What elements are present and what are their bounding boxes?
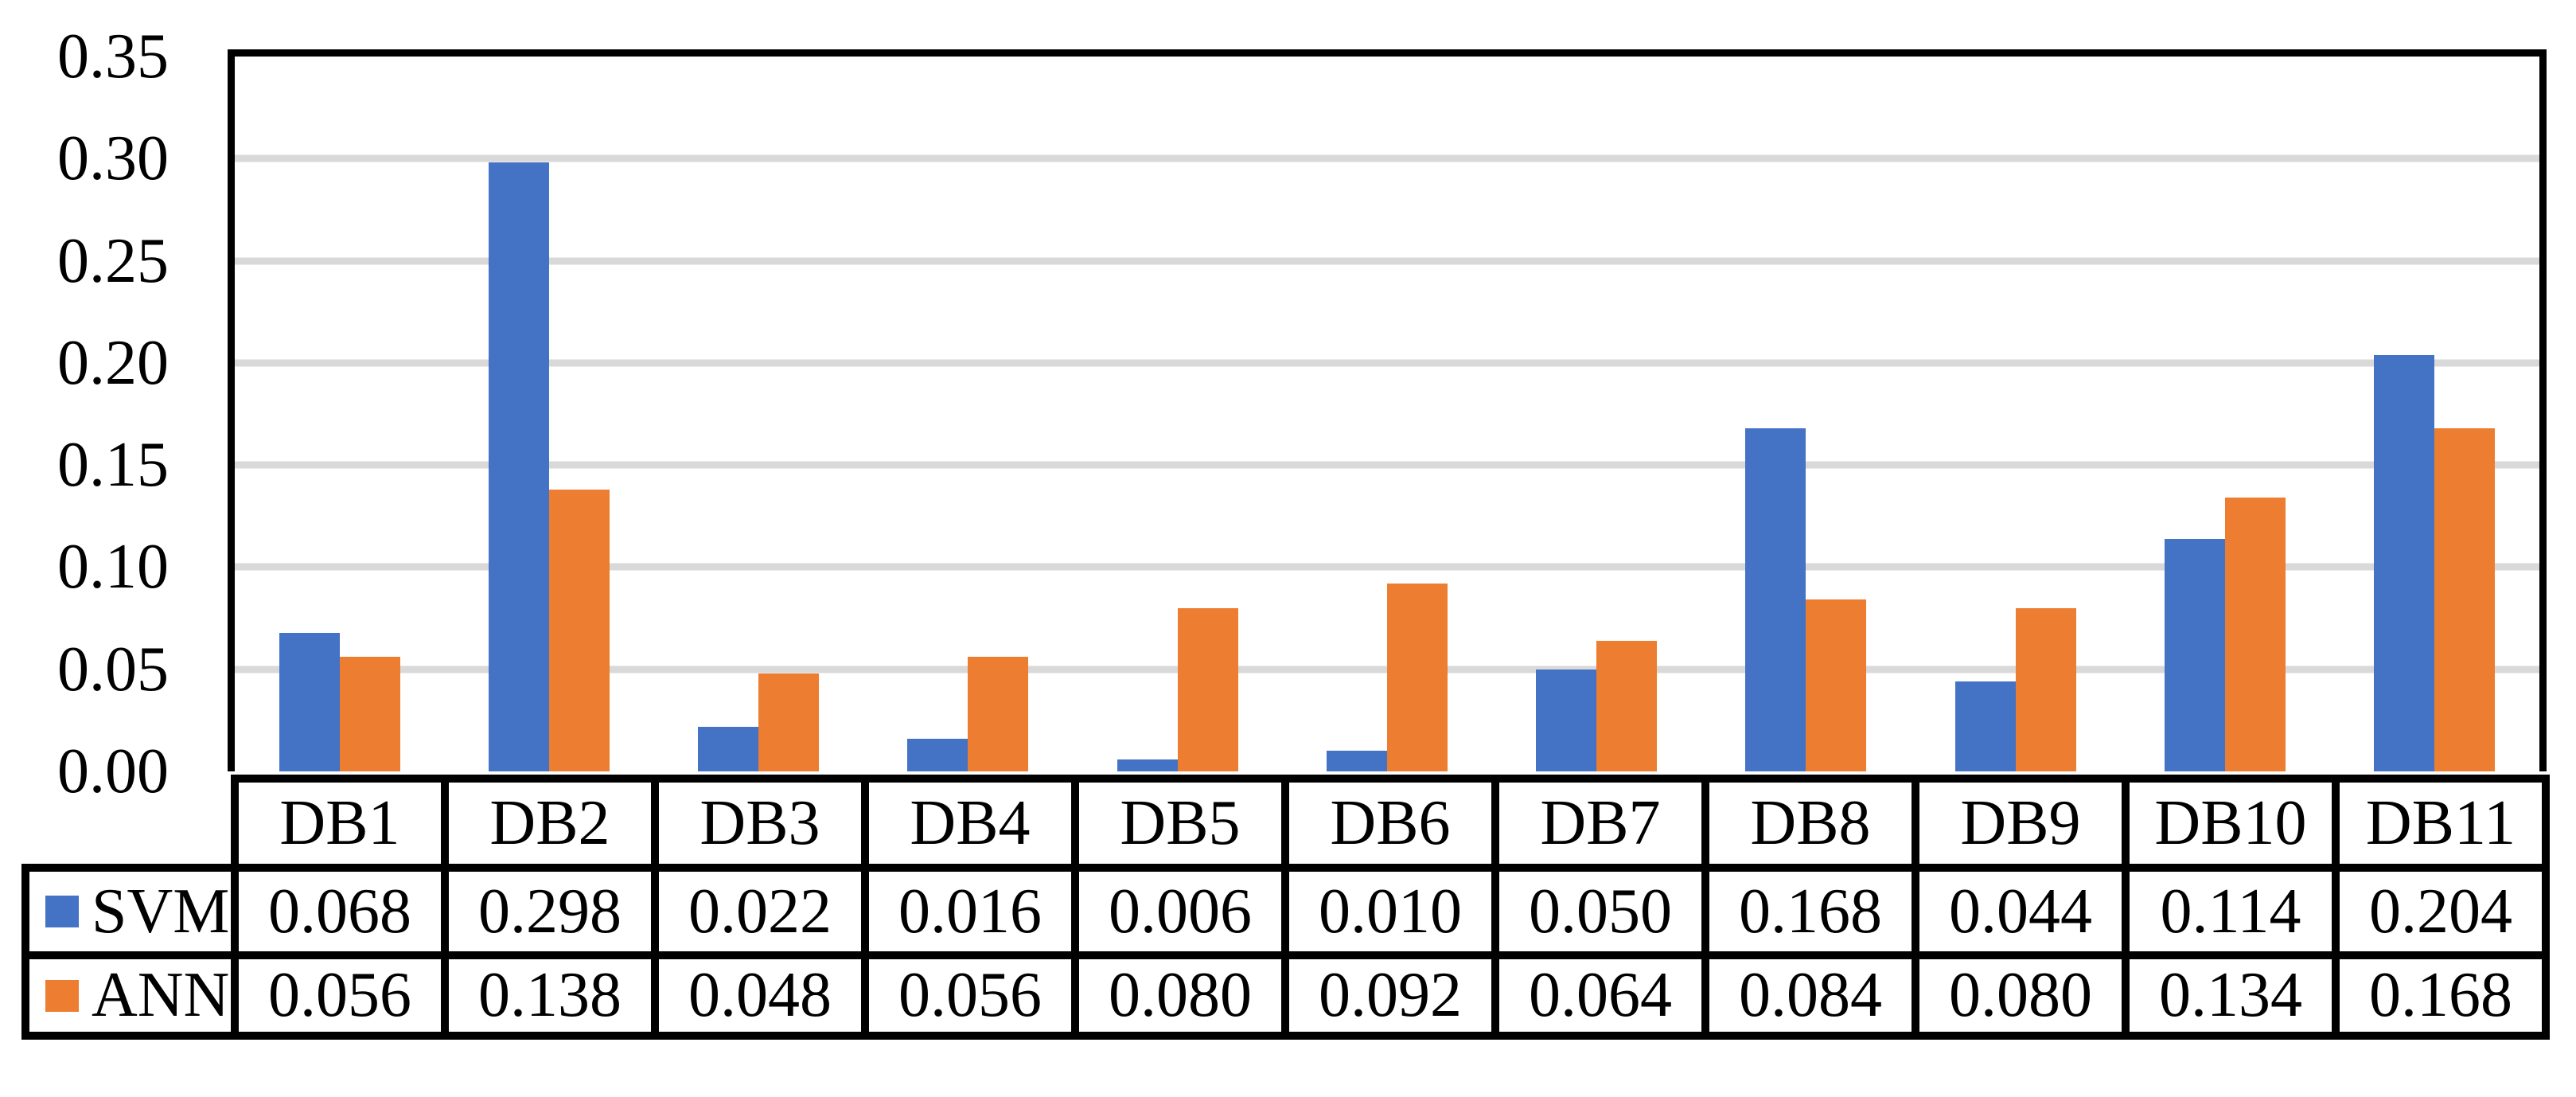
bar-ann-db6	[1386, 583, 1448, 771]
y-axis-tick-label: 0.35	[57, 21, 169, 92]
y-axis-tick-label: 0.30	[57, 123, 169, 194]
category-label-db9: DB9	[1912, 775, 2130, 872]
bar-group-db5	[1073, 57, 1282, 771]
bar-group-db9	[1911, 57, 2120, 771]
y-axis-tick-label: 0.25	[57, 225, 169, 296]
legend-inner-svm: SVM	[33, 876, 230, 947]
category-label-db7: DB7	[1491, 775, 1709, 872]
value-cell-svm-db4: 0.016	[861, 864, 1079, 959]
bar-groups	[235, 57, 2539, 771]
gridline	[235, 257, 2539, 265]
y-axis-tick-label: 0.10	[57, 532, 169, 603]
table-row-categories: DB1 DB2 DB3 DB4 DB5 DB6 DB7 DB8 DB9 DB10 DB11	[25, 775, 2550, 872]
value-cell-ann-db10: 0.134	[2122, 951, 2340, 1040]
bar-group-db8	[1701, 57, 1911, 771]
category-label-db2: DB2	[441, 775, 659, 872]
bar-group-db3	[654, 57, 863, 771]
legend-label-svm: SVM	[92, 876, 230, 947]
legend-label-ann: ANN	[92, 960, 230, 1030]
value-cell-svm-db7: 0.050	[1491, 864, 1709, 959]
bar-ann-db10	[2225, 498, 2286, 771]
value-cell-ann-db11: 0.168	[2332, 951, 2550, 1040]
value-cell-svm-db1: 0.068	[231, 864, 449, 959]
bar-svm-db11	[2374, 354, 2435, 771]
value-cell-ann-db1: 0.056	[231, 951, 449, 1040]
bar-svm-db4	[907, 738, 968, 771]
value-cell-svm-db3: 0.022	[651, 864, 869, 959]
category-label-db8: DB8	[1701, 775, 1919, 872]
value-cell-svm-db8: 0.168	[1701, 864, 1919, 959]
bar-svm-db9	[1954, 681, 2016, 771]
bar-group-db10	[2120, 57, 2329, 771]
bar-svm-db6	[1326, 751, 1387, 771]
bar-svm-db8	[1745, 427, 1806, 771]
legend-cell-ann: ANN	[21, 951, 239, 1040]
plot-interior	[235, 57, 2539, 771]
y-axis: 0.00 0.05 0.10 0.15 0.20 0.25 0.30 0.35	[0, 25, 169, 803]
value-cell-svm-db9: 0.044	[1912, 864, 2130, 959]
table-corner-blank	[25, 779, 235, 868]
bar-ann-db7	[1596, 640, 1658, 771]
legend-cell-svm: SVM	[21, 864, 239, 959]
gridline	[235, 154, 2539, 162]
bar-ann-db4	[968, 657, 1029, 771]
bar-group-db6	[1282, 57, 1491, 771]
value-cell-svm-db11: 0.204	[2332, 864, 2550, 959]
category-label-db10: DB10	[2122, 775, 2340, 872]
table-row-ann: ANN 0.056 0.138 0.048 0.056 0.080 0.092 0.064 0.…	[21, 951, 2550, 1040]
bar-group-db4	[863, 57, 1073, 771]
bar-ann-db1	[339, 657, 400, 771]
value-cell-svm-db5: 0.006	[1071, 864, 1289, 959]
y-axis-tick-label: 0.00	[57, 736, 169, 806]
bar-ann-db9	[2015, 607, 2076, 771]
bar-ann-db2	[548, 489, 610, 771]
value-cell-ann-db9: 0.080	[1912, 951, 2130, 1040]
value-cell-ann-db2: 0.138	[441, 951, 659, 1040]
bar-ann-db3	[758, 673, 820, 771]
bar-svm-db3	[698, 726, 759, 771]
bar-svm-db2	[488, 162, 549, 771]
value-cell-svm-db10: 0.114	[2122, 864, 2340, 959]
category-label-db4: DB4	[861, 775, 1079, 872]
value-cell-ann-db6: 0.092	[1281, 951, 1499, 1040]
legend-swatch-svm-icon	[45, 896, 79, 927]
legend-inner-ann: ANN	[33, 960, 230, 1030]
value-cell-ann-db8: 0.084	[1701, 951, 1919, 1040]
value-cell-ann-db7: 0.064	[1491, 951, 1709, 1040]
bar-svm-db5	[1117, 759, 1178, 771]
bar-ann-db11	[2434, 427, 2496, 771]
y-axis-tick-label: 0.05	[57, 634, 169, 705]
category-label-db3: DB3	[651, 775, 869, 872]
bar-svm-db7	[1536, 669, 1597, 771]
bar-group-db1	[235, 57, 444, 771]
gridline	[235, 461, 2539, 469]
y-axis-tick-label: 0.20	[57, 327, 169, 398]
value-cell-ann-db5: 0.080	[1071, 951, 1289, 1040]
value-cell-svm-db2: 0.298	[441, 864, 659, 959]
bar-group-db7	[1492, 57, 1701, 771]
data-table: DB1 DB2 DB3 DB4 DB5 DB6 DB7 DB8 DB9 DB10 DB11 SVM 0.…	[21, 775, 2550, 1040]
bar-group-db11	[2330, 57, 2539, 771]
bar-svm-db10	[2165, 538, 2226, 771]
category-label-db6: DB6	[1281, 775, 1499, 872]
bar-svm-db1	[279, 632, 340, 771]
value-cell-ann-db3: 0.048	[651, 951, 869, 1040]
bar-group-db2	[444, 57, 653, 771]
category-label-db1: DB1	[231, 775, 449, 872]
value-cell-svm-db6: 0.010	[1281, 864, 1499, 959]
gridline	[235, 359, 2539, 367]
gridline	[235, 563, 2539, 571]
legend-swatch-ann-icon	[45, 979, 79, 1012]
category-label-db5: DB5	[1071, 775, 1289, 872]
table-row-svm: SVM 0.068 0.298 0.022 0.016 0.006 0.010 0.050 0.…	[21, 864, 2550, 959]
value-cell-ann-db4: 0.056	[861, 951, 1079, 1040]
plot-area	[228, 49, 2547, 771]
category-label-db11: DB11	[2332, 775, 2550, 872]
bar-ann-db5	[1177, 607, 1238, 771]
y-axis-tick-label: 0.15	[57, 430, 169, 501]
bar-ann-db8	[1806, 599, 1867, 771]
